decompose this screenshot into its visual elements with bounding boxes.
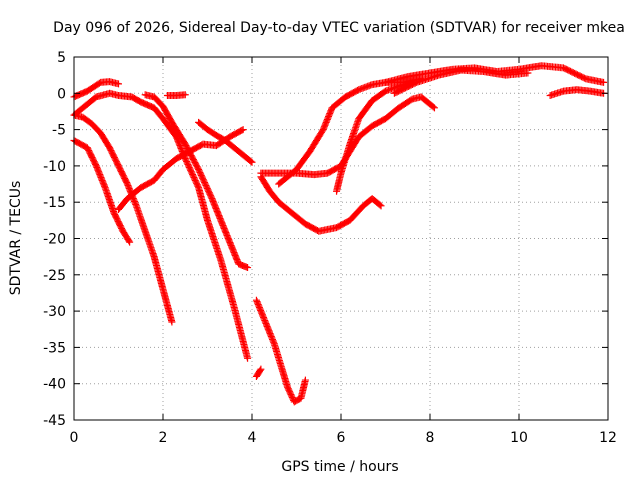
y-tick-label: -5 [52, 123, 66, 139]
data-point-fill [256, 366, 264, 374]
data-point [524, 69, 532, 77]
y-axis-label: SDTVAR / TECUs [8, 181, 24, 296]
x-tick-label: 12 [599, 430, 617, 446]
y-tick-label: -45 [43, 413, 66, 429]
data-point [377, 202, 385, 210]
x-tick-label: 2 [159, 430, 168, 446]
series-arc-5 [141, 91, 252, 272]
series-arc-3 [70, 111, 176, 326]
series-arc-11 [257, 173, 385, 235]
data-series [70, 62, 608, 406]
data-point [430, 104, 438, 112]
x-tick-label: 0 [70, 430, 79, 446]
data-point-fill [194, 182, 202, 190]
chart-title: Day 096 of 2026, Sidereal Day-to-day VTE… [53, 20, 625, 36]
x-tick-label: 4 [248, 430, 257, 446]
series-arc-1 [70, 78, 122, 101]
data-point [126, 238, 134, 246]
series-arc-9 [252, 296, 309, 406]
data-point-fill [247, 157, 255, 165]
y-tick-label: -10 [43, 159, 66, 175]
y-tick-label: -25 [43, 268, 66, 284]
data-point [600, 78, 608, 86]
series-arc-8 [195, 118, 256, 166]
y-tick-label: -35 [43, 340, 66, 356]
data-point [168, 318, 176, 326]
y-tick-label: -40 [43, 377, 66, 393]
y-tick-label: 0 [57, 86, 66, 102]
data-point-fill [238, 126, 246, 134]
data-point [244, 264, 252, 272]
x-tick-label: 10 [510, 430, 528, 446]
y-tick-label: -15 [43, 195, 66, 211]
data-point-fill [125, 237, 133, 245]
x-tick-label: 8 [426, 430, 435, 446]
data-point [239, 126, 247, 134]
data-point-fill [429, 103, 437, 111]
y-tick-label: -20 [43, 232, 66, 248]
grid-lines [74, 57, 608, 420]
series-arc-2 [70, 136, 134, 246]
y-tick-label: 5 [57, 50, 66, 66]
data-point [248, 158, 256, 166]
data-point [257, 365, 265, 373]
series-arc-16 [390, 66, 532, 97]
data-point [244, 354, 252, 362]
y-tick-label: -30 [43, 304, 66, 320]
data-point [181, 91, 189, 99]
axis-ticks: 0 2 4 6 8 10 12 5 0 -5 -10 -15 -20 -25 -30 -35 -40 -45 [43, 50, 617, 446]
series-arc-4 [70, 89, 252, 362]
data-point [301, 376, 309, 384]
x-axis-label: GPS time / hours [281, 459, 398, 475]
series-arc-10 [252, 365, 265, 380]
x-tick-label: 6 [337, 430, 346, 446]
series-arc-7 [163, 91, 189, 99]
data-point [115, 80, 122, 88]
data-point-fill [376, 201, 384, 209]
series-arc-17 [546, 86, 608, 99]
